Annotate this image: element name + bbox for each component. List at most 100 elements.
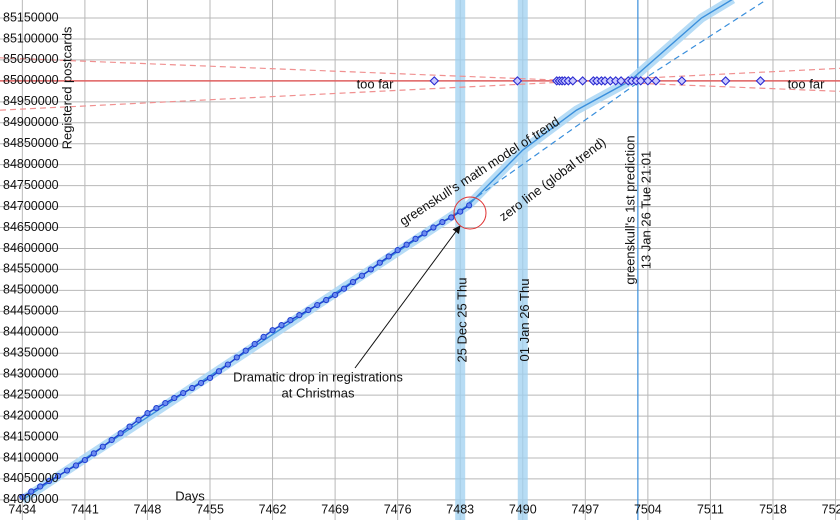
data-point (224, 361, 231, 368)
y-tick-label: 84900000 (3, 115, 59, 129)
data-point (28, 488, 35, 495)
data-point (305, 306, 312, 314)
prediction-label: 13 Jan 26 Tue 21:01 (638, 151, 653, 270)
y-tick-label: 84800000 (3, 157, 59, 171)
y-tick-label: 85150000 (3, 10, 59, 24)
annotation: too far (788, 76, 826, 91)
x-tick-label: 7441 (71, 502, 99, 516)
prediction-marker (616, 76, 626, 86)
data-point (162, 399, 169, 407)
prediction-marker (635, 76, 646, 86)
x-tick-label: 7518 (759, 502, 787, 516)
x-tick-label: 7462 (259, 502, 287, 516)
y-axis-label: Registered postcards (59, 26, 74, 149)
y-tick-label: 84350000 (3, 346, 59, 360)
y-tick-label: 85050000 (3, 52, 59, 66)
data-point (233, 354, 240, 361)
data-point (376, 259, 383, 266)
data-point (37, 483, 44, 490)
data-point (180, 389, 187, 397)
y-tick-label: 84050000 (3, 471, 59, 485)
data-point (287, 317, 294, 324)
y-tick-label: 84550000 (3, 262, 59, 276)
x-axis-label: Days (175, 488, 205, 503)
data-point (251, 340, 258, 348)
data-point (439, 218, 446, 226)
data-point (340, 285, 348, 292)
data-point (385, 253, 392, 260)
data-point (412, 235, 419, 242)
highlight-label: 25 Dec 25 Thu (455, 277, 470, 362)
x-tick-label: 7448 (134, 502, 162, 516)
x-tick-label: 7469 (321, 502, 349, 516)
data-point (430, 224, 437, 231)
data-point (72, 462, 80, 469)
data-point (367, 266, 374, 273)
prediction-marker (429, 76, 440, 86)
annotation: greenskull's math model of trend (397, 114, 562, 229)
y-tick-label: 84750000 (3, 178, 59, 192)
data-point (117, 430, 124, 437)
data-point (81, 456, 88, 464)
data-point (90, 450, 97, 457)
x-tick-label: 7511 (697, 502, 724, 516)
annotation-circle (453, 196, 487, 230)
prediction-marker (651, 76, 661, 86)
data-point (466, 202, 473, 209)
data-point (189, 384, 196, 392)
prediction-marker (512, 76, 523, 86)
y-tick-label: 84300000 (3, 366, 59, 380)
y-tick-label: 84650000 (3, 220, 59, 234)
y-tick-label: 84850000 (3, 136, 59, 150)
prediction-marker (755, 76, 766, 86)
prediction-marker (643, 76, 653, 86)
annotation: too far (357, 76, 395, 91)
y-tick-label: 84000000 (3, 492, 59, 506)
data-point (278, 322, 285, 329)
data-point (19, 493, 26, 501)
data-point (215, 368, 223, 375)
x-tick-label: 7497 (571, 502, 599, 516)
data-point (63, 467, 71, 474)
prediction-marker (577, 76, 588, 86)
prediction-marker (568, 76, 578, 86)
annotation: at Christmas (282, 385, 355, 400)
data-point (108, 436, 115, 444)
prediction-marker (677, 76, 687, 86)
x-tick-label: 7504 (634, 502, 662, 516)
y-tick-label: 84700000 (3, 199, 59, 213)
data-point (99, 443, 106, 450)
y-tick-label: 84100000 (3, 450, 59, 464)
y-tick-label: 84950000 (3, 94, 59, 108)
data-point (349, 278, 357, 286)
y-tick-label: 84500000 (3, 283, 59, 297)
y-tick-label: 85000000 (3, 73, 59, 87)
data-point (126, 423, 133, 430)
data-point (448, 214, 455, 221)
y-tick-label: 84450000 (3, 304, 59, 318)
y-tick-label: 84600000 (3, 241, 59, 255)
data-point (358, 272, 366, 279)
data-point (421, 230, 428, 237)
y-tick-label: 84150000 (3, 429, 59, 443)
y-tick-label: 84200000 (3, 408, 59, 422)
data-point (457, 208, 464, 215)
x-tick-label: 7490 (509, 502, 537, 516)
prediction-label: greenskull's 1st prediction (622, 135, 637, 284)
data-point (332, 291, 339, 299)
series-line (0, 57, 840, 92)
y-tick-label: 84400000 (3, 325, 59, 339)
highlight-band (455, 0, 466, 520)
data-point (144, 410, 151, 417)
y-tick-label: 84250000 (3, 387, 59, 401)
data-point (46, 477, 53, 485)
data-point (260, 333, 267, 340)
series (0, 0, 840, 504)
x-tick-label: 7455 (196, 502, 224, 516)
data-point (242, 347, 249, 354)
data-point (314, 301, 321, 309)
data-point (403, 241, 410, 248)
highlights (455, 0, 639, 520)
